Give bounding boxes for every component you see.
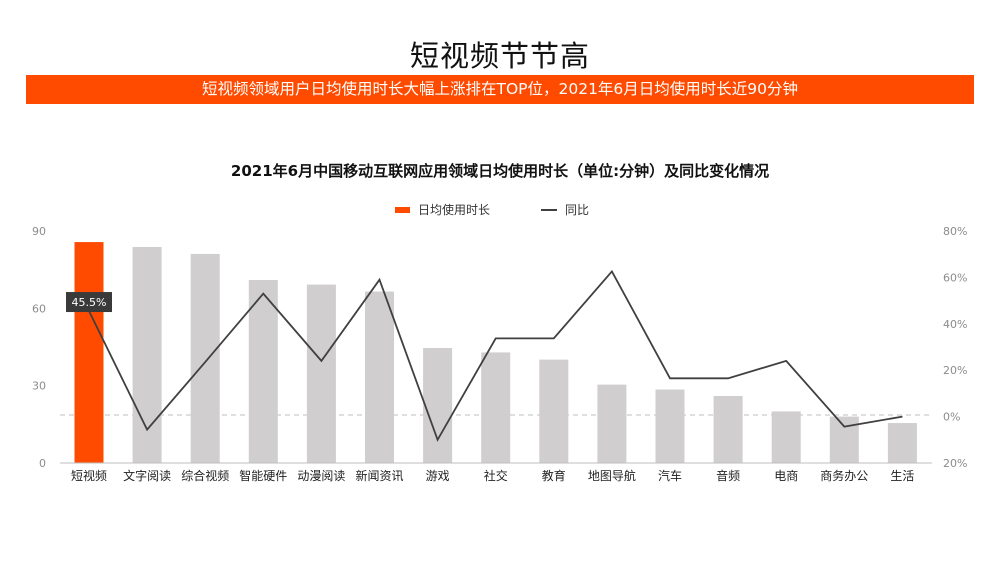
bar-地图导航[interactable]	[597, 384, 627, 463]
bar-综合视频[interactable]	[190, 253, 220, 463]
right-axis-tick: 0%	[943, 411, 960, 424]
left-axis-tick: 30	[32, 380, 46, 393]
bar-社交[interactable]	[481, 352, 511, 463]
x-axis-label: 生活	[890, 469, 914, 483]
bar-文字阅读[interactable]	[132, 246, 162, 463]
chart-title: 2021年6月中国移动互联网应用领域日均使用时长（单位:分钟）及同比变化情况	[230, 162, 770, 180]
x-axis-labels: 短视频 文字阅读 综合视频 智能硬件 动漫阅读 新闻资讯 游戏 社交 教育 地图导航 汽车 音频 电商 商…	[71, 468, 914, 483]
left-axis-tick: 90	[32, 225, 46, 238]
x-axis-label: 动漫阅读	[297, 469, 345, 483]
bar-音频[interactable]	[713, 395, 743, 463]
bar-series	[74, 242, 917, 463]
bar-动漫阅读[interactable]	[306, 284, 336, 463]
yoy-line-series	[88, 269, 903, 442]
bar-汽车[interactable]	[655, 389, 685, 463]
bar-教育[interactable]	[539, 359, 569, 463]
bar-短视频[interactable]	[74, 242, 104, 463]
x-axis-label: 新闻资讯	[355, 468, 403, 483]
x-axis-label: 教育	[542, 468, 566, 483]
x-axis-label: 游戏	[426, 469, 450, 483]
right-axis-tick: 40%	[943, 318, 967, 331]
x-axis-label: 地图导航	[588, 468, 636, 483]
bar-电商[interactable]	[771, 411, 801, 463]
right-axis-tick: 80%	[943, 225, 967, 238]
x-axis-label: 汽车	[658, 468, 682, 483]
legend-label-line: 同比	[565, 203, 590, 217]
x-axis-label: 短视频	[71, 468, 107, 483]
page-title: 短视频节节高	[409, 39, 590, 73]
right-axis-tick: 20%	[943, 364, 967, 377]
data-label-box	[66, 292, 112, 313]
bar-新闻资讯[interactable]	[365, 291, 394, 463]
left-y-axis: 90 60 30 0	[32, 225, 46, 470]
x-axis-label: 综合视频	[181, 468, 229, 483]
legend-label-bar: 日均使用时长	[418, 203, 491, 217]
bar-商务办公[interactable]	[829, 416, 859, 463]
bar-swatch-icon	[395, 206, 410, 213]
x-axis-label: 智能硬件	[239, 468, 287, 483]
left-axis-tick: 0	[39, 457, 46, 470]
chart-legend: 日均使用时长 同比	[0, 201, 1000, 219]
right-axis-tick: 20%	[943, 457, 967, 470]
x-axis-label: 音频	[716, 468, 740, 483]
highlight-data-label: 45.5%	[66, 292, 112, 313]
line-swatch-icon	[541, 208, 557, 211]
data-label-text: 45.5%	[72, 296, 107, 309]
x-axis-label: 文字阅读	[123, 468, 171, 483]
bar-游戏[interactable]	[423, 348, 453, 463]
headline-banner: 短视频领域用户日均使用时长大幅上涨排在TOP位，2021年6月日均使用时长近90…	[26, 75, 974, 104]
right-axis-tick: 60%	[943, 271, 967, 284]
legend-item-line[interactable]: 同比	[541, 201, 589, 218]
right-y-axis: 80% 60% 40% 20% 0% 20%	[943, 225, 967, 470]
left-axis-tick: 60	[32, 302, 46, 315]
legend-item-bar[interactable]: 日均使用时长	[395, 201, 490, 218]
x-axis-label: 电商	[774, 468, 798, 483]
bar-智能硬件[interactable]	[248, 279, 278, 463]
x-axis-label: 社交	[484, 468, 508, 483]
bar-生活[interactable]	[887, 423, 917, 463]
x-axis-label: 商务办公	[820, 468, 868, 483]
